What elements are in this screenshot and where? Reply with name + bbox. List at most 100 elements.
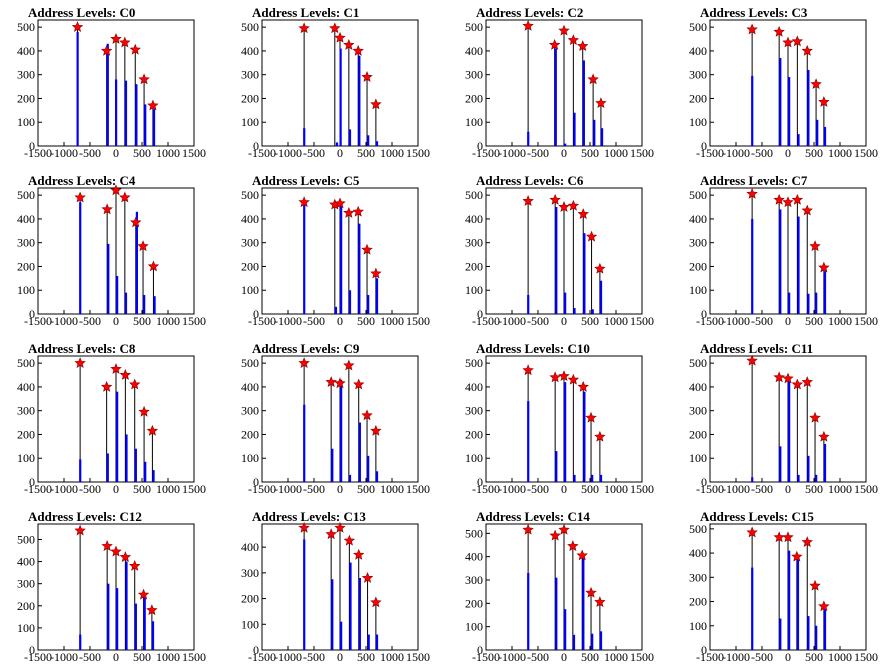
x-tick-label: 1000 bbox=[604, 650, 628, 664]
histogram-bar bbox=[303, 128, 306, 146]
level-marker-star bbox=[138, 73, 150, 85]
level-marker-star bbox=[522, 195, 534, 206]
y-tick-label: 100 bbox=[465, 283, 483, 297]
histogram-bar bbox=[527, 573, 530, 650]
histogram-bar bbox=[135, 84, 138, 146]
y-tick-label: 0 bbox=[29, 307, 35, 321]
x-tick-label: -500 bbox=[303, 482, 325, 496]
level-marker-star bbox=[594, 596, 606, 608]
y-tick-label: 400 bbox=[241, 44, 259, 58]
y-tick-label: 100 bbox=[241, 283, 259, 297]
level-marker-star bbox=[298, 357, 310, 368]
chart-plot: 0 100 200 300 400 500 -1500-1000 -500 0 500 1000 15… bbox=[689, 187, 878, 328]
y-tick-label: 400 bbox=[17, 212, 35, 226]
x-tick-label: -500 bbox=[79, 314, 101, 328]
histogram-bar bbox=[600, 128, 604, 146]
level-marker-star bbox=[522, 523, 534, 535]
level-marker-star bbox=[74, 357, 86, 368]
level-marker-star bbox=[137, 588, 150, 600]
level-marker-star bbox=[110, 184, 122, 196]
level-marker-star bbox=[370, 424, 382, 436]
chart-panel: Address Levels: C14 0 100 200 300 400 500 -1500… bbox=[448, 504, 672, 672]
x-tick-label: 1500 bbox=[406, 482, 430, 496]
x-tick-label: 1000 bbox=[156, 482, 180, 496]
histogram-bar bbox=[807, 616, 810, 650]
histogram-bar bbox=[599, 280, 603, 314]
y-tick-label: 500 bbox=[17, 188, 35, 202]
chart-title: Address Levels: C5 bbox=[252, 173, 360, 188]
chart-title: Address Levels: C0 bbox=[28, 5, 136, 20]
x-tick-label: -1000 bbox=[50, 146, 78, 160]
x-tick-label: -500 bbox=[751, 482, 773, 496]
level-marker-star bbox=[325, 528, 337, 540]
histogram-bar bbox=[599, 474, 603, 482]
y-tick-label: 0 bbox=[477, 139, 483, 153]
chart-panel: Address Levels: C5 0 100 200 300 400 500 -1500-… bbox=[224, 168, 448, 336]
histogram-bar bbox=[788, 550, 791, 650]
histogram-bar bbox=[564, 609, 567, 650]
histogram-bar bbox=[591, 633, 594, 650]
x-tick-label: 500 bbox=[581, 650, 599, 664]
chart-panel: Address Levels: C10 0 100 200 300 400 500 -1500… bbox=[448, 336, 672, 504]
level-marker-star bbox=[549, 371, 561, 383]
histogram-bar bbox=[582, 556, 585, 650]
chart-panel: Address Levels: C2 0 100 200 300 400 500 -1500-… bbox=[448, 0, 672, 168]
x-tick-label: -1500 bbox=[696, 482, 724, 496]
y-tick-label: 200 bbox=[465, 427, 483, 441]
chart-plot: 0 100 200 300 400 500 -1500-1000 -500 0 500 1000 15… bbox=[465, 523, 654, 664]
histogram-bar bbox=[153, 296, 156, 314]
y-tick-label: 100 bbox=[241, 617, 259, 631]
histogram-bar bbox=[573, 112, 576, 146]
histogram-bar bbox=[125, 434, 128, 482]
level-marker-star bbox=[577, 208, 589, 220]
y-tick-label: 100 bbox=[465, 115, 483, 129]
histogram-bar bbox=[797, 216, 800, 314]
histogram-bar bbox=[334, 306, 338, 314]
chart-panel: Address Levels: C8 0 100 200 300 400 500 -1500-… bbox=[0, 336, 224, 504]
level-marker-star bbox=[370, 267, 382, 279]
x-tick-label: -500 bbox=[751, 314, 773, 328]
x-tick-label: -1000 bbox=[274, 314, 302, 328]
histogram-bar bbox=[367, 294, 370, 314]
x-tick-label: 0 bbox=[113, 482, 119, 496]
level-marker-star bbox=[746, 526, 758, 538]
x-tick-label: 500 bbox=[133, 314, 151, 328]
histogram-bar bbox=[134, 603, 137, 650]
histogram-bar bbox=[303, 202, 306, 314]
level-marker-star bbox=[567, 373, 580, 385]
histogram-bar bbox=[564, 292, 567, 314]
histogram-bar bbox=[527, 131, 530, 146]
histogram-bar bbox=[555, 207, 558, 314]
y-tick-label: 500 bbox=[241, 356, 259, 370]
y-tick-label: 0 bbox=[253, 307, 259, 321]
chart-title: Address Levels: C11 bbox=[700, 341, 814, 356]
chart-title: Address Levels: C10 bbox=[476, 341, 590, 356]
histogram-bar bbox=[340, 621, 343, 650]
level-marker-star bbox=[147, 260, 160, 272]
level-marker-star bbox=[343, 206, 355, 218]
x-tick-label: 500 bbox=[357, 482, 375, 496]
level-marker-star bbox=[595, 97, 607, 109]
histogram-bar bbox=[116, 275, 119, 314]
level-marker-star bbox=[801, 376, 813, 388]
y-tick-label: 300 bbox=[465, 573, 483, 587]
histogram-bar bbox=[125, 561, 128, 650]
x-tick-label: 1000 bbox=[156, 650, 180, 664]
level-marker-star bbox=[791, 193, 804, 205]
chart-plot: 0 100 200 300 400 500 -1500-1000 -500 0 500 1000 15… bbox=[689, 522, 878, 664]
x-tick-label: -1500 bbox=[24, 314, 52, 328]
x-tick-label: 0 bbox=[561, 650, 567, 664]
level-marker-star bbox=[147, 99, 159, 111]
y-tick-label: 500 bbox=[465, 188, 483, 202]
histogram-bar bbox=[751, 218, 754, 314]
level-marker-star bbox=[343, 534, 356, 546]
x-tick-label: -1000 bbox=[498, 650, 526, 664]
y-tick-label: 200 bbox=[241, 592, 259, 606]
x-tick-label: 500 bbox=[805, 482, 823, 496]
histogram-bar bbox=[591, 309, 594, 314]
level-marker-star bbox=[791, 550, 803, 562]
y-tick-label: 200 bbox=[465, 259, 483, 273]
histogram-bar bbox=[124, 80, 128, 146]
level-marker-star bbox=[129, 378, 141, 390]
histogram-bar bbox=[106, 453, 109, 482]
